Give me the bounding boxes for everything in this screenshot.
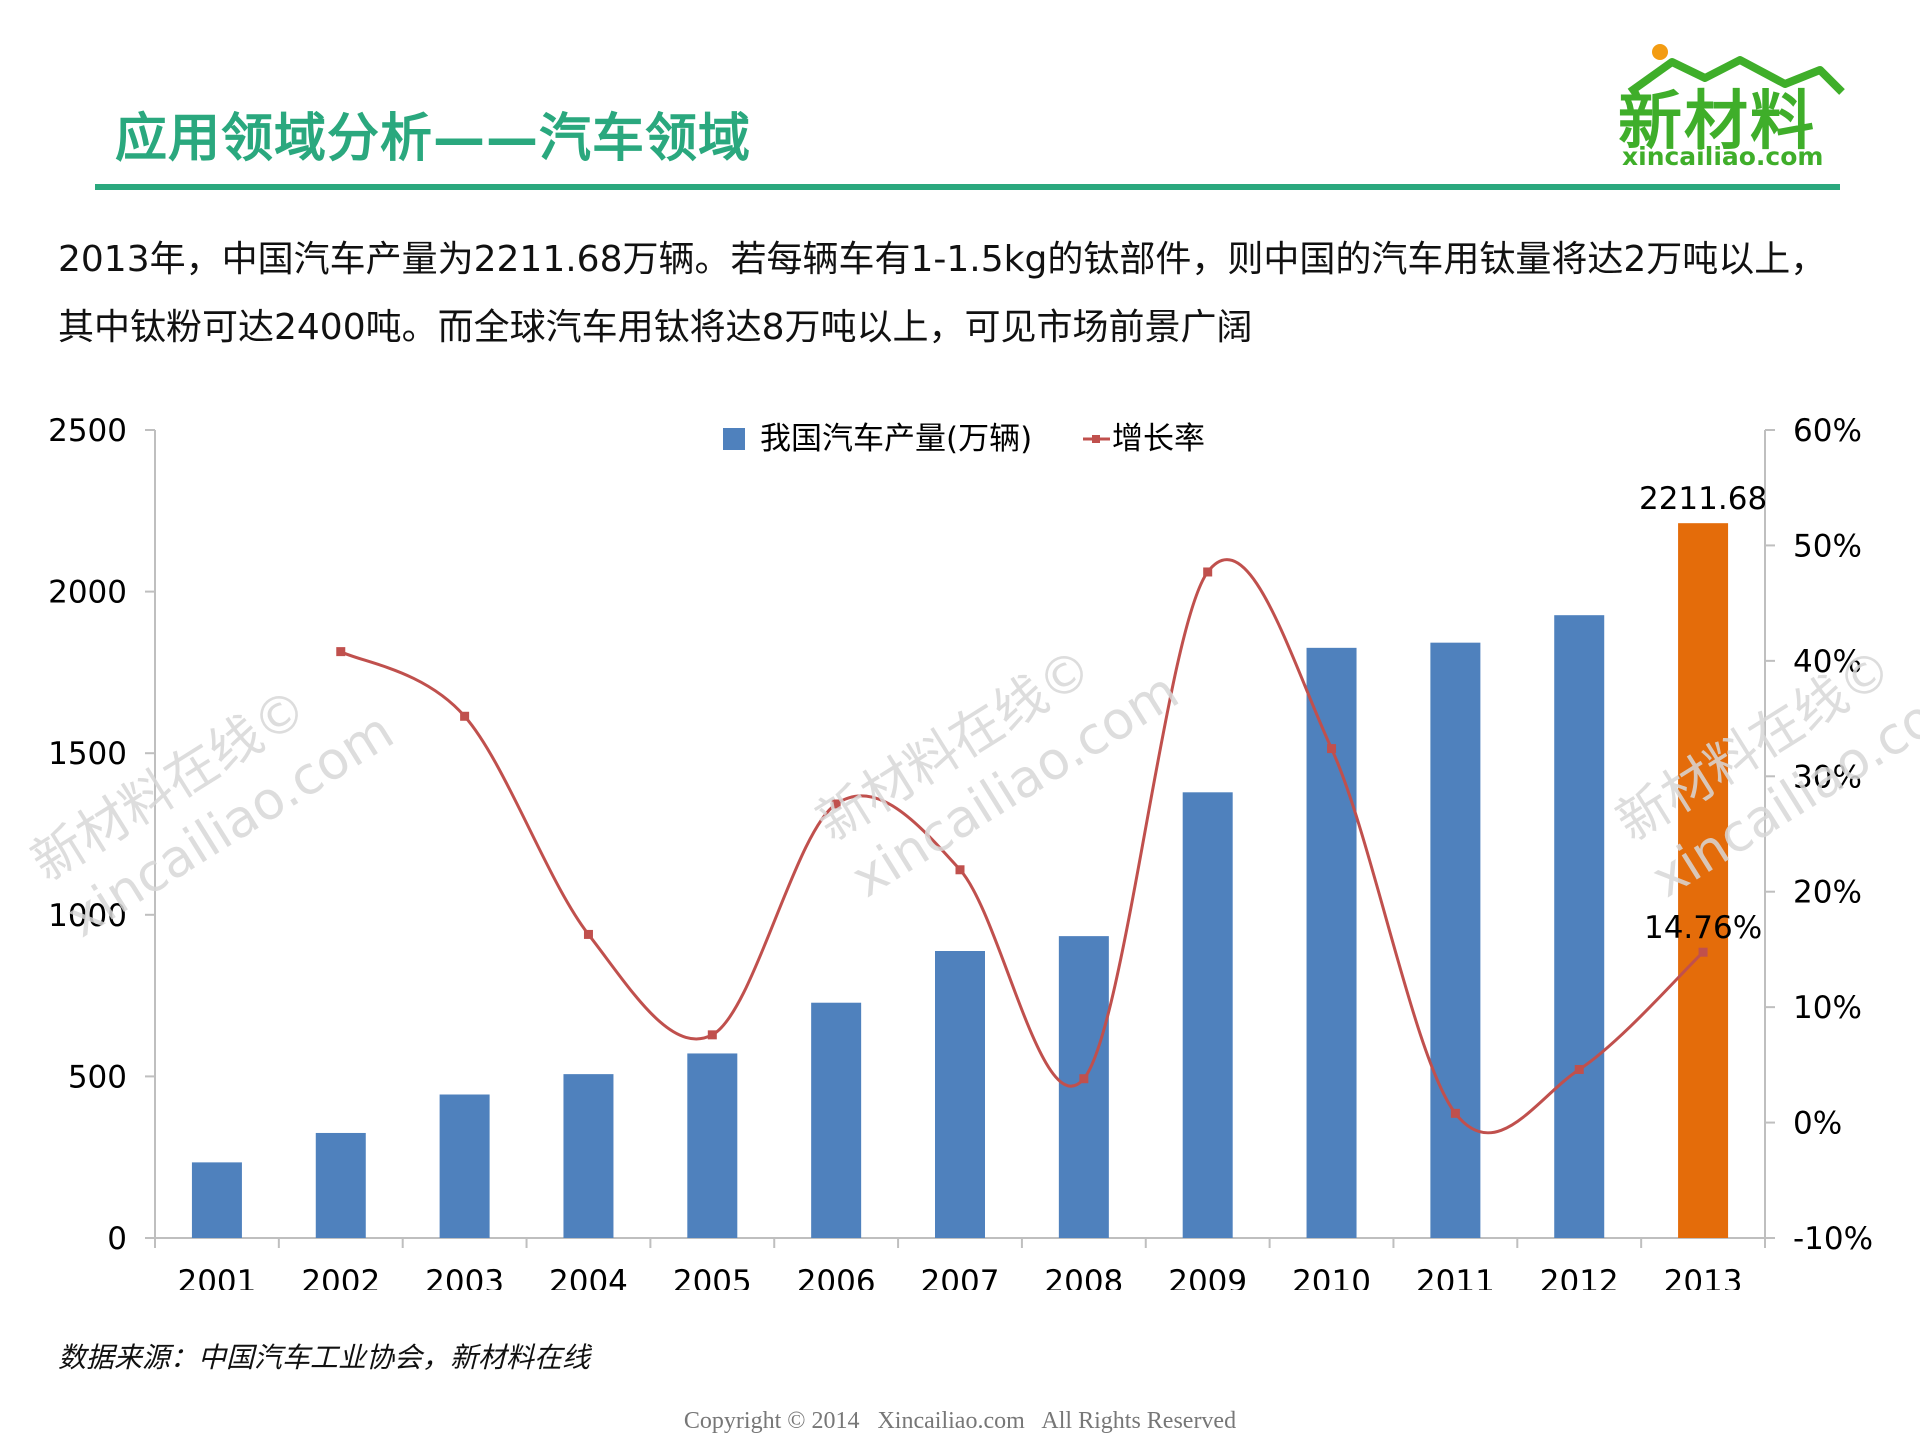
y-right-tick-label: 10% bbox=[1793, 990, 1862, 1026]
x-tick-label: 2003 bbox=[425, 1264, 504, 1290]
x-tick-label: 2012 bbox=[1540, 1264, 1619, 1290]
bar-2010 bbox=[1306, 647, 1357, 1238]
y-left-tick-label: 1000 bbox=[48, 898, 127, 934]
growth-rate-line bbox=[340, 558, 1705, 1135]
line-data-label: 14.76% bbox=[1644, 910, 1762, 946]
growth-rate-marker-2006 bbox=[831, 799, 841, 809]
bar-2008 bbox=[1058, 936, 1109, 1238]
growth-rate-marker-2010 bbox=[1327, 744, 1337, 754]
y-left-tick-label: 2500 bbox=[48, 413, 127, 449]
bar-data-label: 2211.68 bbox=[1639, 481, 1767, 517]
x-tick-label: 2006 bbox=[797, 1264, 876, 1290]
y-right-tick-label: -10% bbox=[1793, 1221, 1873, 1257]
x-tick-label: 2007 bbox=[921, 1264, 1000, 1290]
bar-2009 bbox=[1182, 792, 1233, 1238]
growth-rate-marker-2005 bbox=[707, 1030, 717, 1040]
bar-2005 bbox=[687, 1053, 738, 1238]
x-tick-label: 2011 bbox=[1416, 1264, 1495, 1290]
logo-text: 新材料 bbox=[1618, 85, 1816, 159]
intro-paragraph: 2013年，中国汽车产量为2211.68万辆。若每辆车有1-1.5kg的钛部件，… bbox=[58, 239, 1827, 348]
chart: 0 500 1000 1500 2000 2500 -10% 0% 10% 20% 30% 40% 50… bbox=[0, 390, 1920, 1300]
bar-2001 bbox=[191, 1162, 242, 1238]
x-tick-label: 2004 bbox=[549, 1264, 628, 1290]
y-left-tick-label: 2000 bbox=[48, 575, 127, 611]
bar-2012 bbox=[1554, 615, 1605, 1238]
y-right-tick-label: 50% bbox=[1793, 528, 1862, 564]
y-left-tick-label: 500 bbox=[68, 1059, 127, 1095]
y-left-tick-label: 0 bbox=[107, 1221, 127, 1257]
growth-rate-marker-2002 bbox=[336, 647, 346, 657]
logo: 新材料 xincailiao.com bbox=[1610, 40, 1850, 180]
logo-url: xincailiao.com bbox=[1622, 142, 1824, 171]
x-tick-label: 2013 bbox=[1664, 1264, 1743, 1290]
y-right-tick-label: 40% bbox=[1793, 644, 1862, 680]
x-tick-label: 2005 bbox=[673, 1264, 752, 1290]
y-right-tick-label: 30% bbox=[1793, 759, 1862, 795]
copyright: Copyright © 2014 Xincailiao.com All Righ… bbox=[683, 1408, 1237, 1434]
x-tick-label: 2009 bbox=[1168, 1264, 1247, 1290]
growth-rate-marker-2012 bbox=[1574, 1064, 1584, 1074]
bar-2006 bbox=[811, 1002, 862, 1238]
growth-rate-marker-2007 bbox=[955, 865, 965, 875]
x-tick-label: 2008 bbox=[1044, 1264, 1123, 1290]
title-divider bbox=[95, 184, 1840, 190]
growth-rate-marker-2008 bbox=[1079, 1074, 1089, 1084]
y-right-tick-label: 20% bbox=[1793, 875, 1862, 911]
bar-2002 bbox=[315, 1132, 366, 1238]
growth-rate-marker-2011 bbox=[1450, 1108, 1460, 1118]
bar-2011 bbox=[1430, 642, 1481, 1238]
x-tick-label: 2001 bbox=[177, 1264, 256, 1290]
y-right-tick-label: 60% bbox=[1793, 413, 1862, 449]
y-left-tick-label: 1500 bbox=[48, 736, 127, 772]
y-right-tick-label: 0% bbox=[1793, 1106, 1842, 1142]
growth-rate-marker-2004 bbox=[583, 929, 593, 939]
legend-label-growth: 增长率 bbox=[1112, 421, 1205, 457]
legend-label-production: 我国汽车产量(万辆) bbox=[760, 421, 1032, 457]
page-title: 应用领域分析——汽车领域 bbox=[115, 109, 752, 169]
bar-2013 bbox=[1678, 523, 1729, 1238]
data-source: 数据来源：中国汽车工业协会，新材料在线 bbox=[58, 1341, 591, 1374]
bar-2003 bbox=[439, 1094, 490, 1238]
legend-swatch-production bbox=[723, 428, 745, 450]
logo-house-icon bbox=[1627, 44, 1845, 96]
legend-swatch-growth-marker bbox=[1092, 435, 1100, 443]
x-tick-label: 2002 bbox=[301, 1264, 380, 1290]
bar-2004 bbox=[563, 1074, 614, 1238]
x-tick-label: 2010 bbox=[1292, 1264, 1371, 1290]
growth-rate-marker-2013 bbox=[1698, 947, 1708, 957]
chart-svg: 0 500 1000 1500 2000 2500 -10% 0% 10% 20% 30% 40% 50… bbox=[48, 413, 1873, 1300]
growth-rate-marker-2003 bbox=[460, 711, 470, 721]
bar-2007 bbox=[935, 950, 985, 1238]
growth-rate-marker-2009 bbox=[1203, 567, 1213, 577]
